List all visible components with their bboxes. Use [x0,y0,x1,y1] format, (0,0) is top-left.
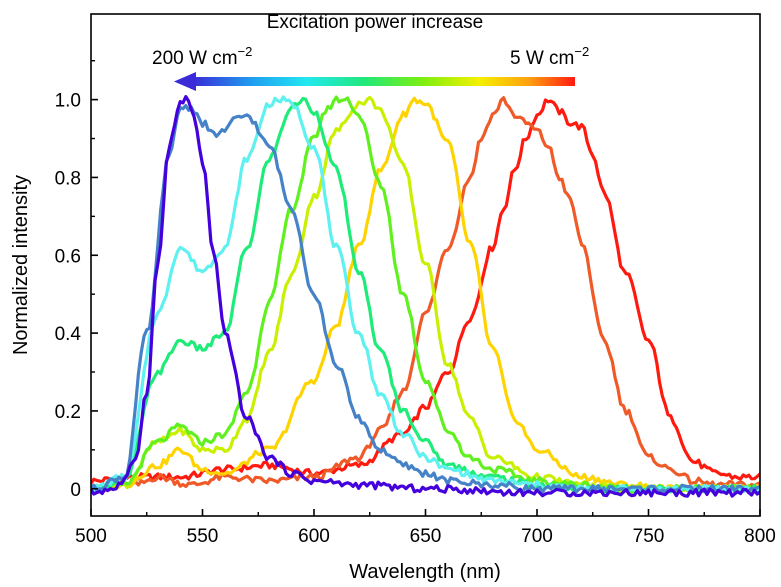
y-tick-label: 0.2 [55,402,81,423]
x-tick-label: 500 [75,526,107,547]
x-ticks: 500 550 600 650 700 750 800 [75,509,776,547]
series-line-red [91,98,760,485]
y-axis-label: Normalized intensity [10,175,32,355]
x-tick-label: 700 [521,526,553,547]
series-line-orange-red [91,96,760,494]
right-power-label-sup: −2 [574,44,589,59]
y-tick-label: 0.8 [55,168,81,189]
gradient-arrow-icon [174,72,575,91]
y-tick-label: 0.4 [55,324,82,345]
x-tick-label: 550 [187,526,219,547]
arrow-title: Excitation power increase [267,12,484,33]
y-tick-label: 1.0 [55,91,81,112]
left-power-label: 200 W cm−2 [152,44,252,69]
x-tick-label: 800 [744,526,776,547]
series-line-steel-blue [91,104,760,494]
x-tick-label: 650 [410,526,442,547]
series-line-blue-violet [91,95,760,498]
right-power-label: 5 W cm−2 [510,44,589,69]
x-tick-label: 600 [298,526,330,547]
series-line-green [91,95,760,494]
y-tick-label: 0 [70,480,81,501]
left-power-label-sup: −2 [238,44,253,59]
x-tick-label: 750 [633,526,665,547]
y-ticks: 0 0.2 0.4 0.6 0.8 1.0 [55,59,98,501]
y-tick-label: 0.6 [55,246,81,267]
left-power-label-base: 200 W cm [152,48,238,69]
x-axis-label: Wavelength (nm) [349,561,501,583]
series-layer [91,95,760,498]
right-power-label-base: 5 W cm [510,48,574,69]
